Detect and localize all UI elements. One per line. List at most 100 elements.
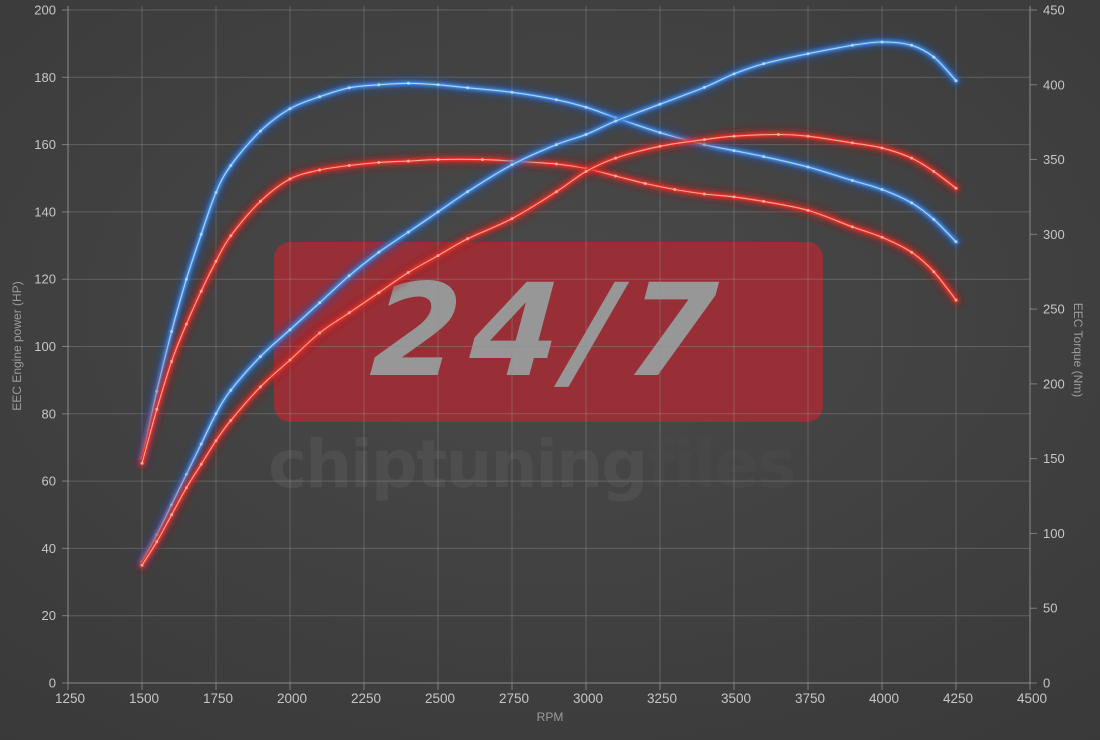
ylabel-right-450: 450 bbox=[1043, 3, 1065, 18]
watermark-brand-tail: files bbox=[646, 426, 796, 503]
marker-torque-tuned bbox=[932, 217, 936, 221]
ylabel-right-50: 50 bbox=[1043, 601, 1057, 616]
marker-torque-original bbox=[436, 158, 440, 162]
marker-power-original bbox=[229, 419, 233, 422]
ylabel-left-40: 40 bbox=[42, 541, 56, 556]
ylabel-right-100: 100 bbox=[1043, 526, 1065, 541]
marker-power-original bbox=[806, 134, 810, 138]
marker-torque-original bbox=[806, 208, 810, 212]
watermark-brand: chiptuningfiles bbox=[268, 430, 828, 499]
ylabel-left-120: 120 bbox=[34, 272, 56, 287]
marker-power-original bbox=[288, 358, 292, 362]
marker-power-tuned bbox=[806, 52, 810, 56]
ylabel-left-200: 200 bbox=[34, 3, 56, 18]
marker-torque-original bbox=[258, 199, 262, 203]
marker-power-original bbox=[776, 133, 780, 136]
marker-power-original bbox=[932, 170, 936, 173]
ylabel-right-400: 400 bbox=[1043, 77, 1065, 92]
marker-power-original bbox=[199, 462, 203, 466]
right-axis-title: EEC Torque (Nm) bbox=[1071, 302, 1085, 398]
marker-torque-original bbox=[910, 250, 914, 254]
ylabel-left-0: 0 bbox=[49, 676, 56, 691]
marker-power-tuned bbox=[932, 55, 936, 59]
marker-power-tuned bbox=[347, 274, 351, 278]
watermark-badge: 24/7 bbox=[274, 242, 823, 422]
marker-torque-original bbox=[932, 270, 936, 274]
ylabel-left-180: 180 bbox=[34, 70, 56, 85]
marker-torque-original bbox=[318, 168, 322, 172]
marker-torque-tuned bbox=[199, 232, 203, 236]
marker-power-tuned bbox=[406, 230, 410, 234]
ylabel-left-80: 80 bbox=[42, 406, 56, 421]
ylabel-right-150: 150 bbox=[1043, 451, 1065, 466]
marker-power-original bbox=[850, 141, 854, 145]
watermark-brand-bold: chiptuning bbox=[268, 426, 648, 503]
marker-power-tuned bbox=[318, 301, 322, 305]
marker-power-original bbox=[436, 254, 440, 258]
xlabel-4000: 4000 bbox=[869, 691, 899, 706]
marker-torque-tuned bbox=[762, 155, 766, 159]
marker-torque-original bbox=[229, 234, 233, 238]
marker-torque-tuned bbox=[554, 98, 558, 102]
marker-power-original bbox=[406, 271, 410, 274]
marker-torque-original bbox=[614, 174, 618, 178]
marker-power-tuned bbox=[850, 43, 854, 47]
marker-power-tuned bbox=[614, 119, 618, 123]
marker-power-tuned bbox=[510, 163, 514, 167]
marker-power-original bbox=[584, 170, 588, 173]
xlabel-2500: 2500 bbox=[425, 691, 455, 706]
marker-torque-original bbox=[155, 407, 159, 411]
marker-power-tuned bbox=[199, 442, 203, 446]
ylabel-right-0: 0 bbox=[1043, 676, 1050, 691]
marker-torque-tuned bbox=[658, 131, 662, 135]
marker-power-tuned bbox=[910, 43, 914, 47]
marker-power-original bbox=[510, 217, 514, 221]
marker-torque-original bbox=[643, 182, 647, 185]
marker-torque-tuned bbox=[229, 164, 233, 167]
marker-torque-original bbox=[199, 289, 203, 293]
ylabel-left-100: 100 bbox=[34, 339, 56, 354]
xlabel-2250: 2250 bbox=[351, 691, 381, 706]
marker-power-tuned bbox=[658, 102, 662, 106]
ylabel-right-350: 350 bbox=[1043, 152, 1065, 167]
marker-power-original bbox=[658, 144, 662, 148]
marker-power-tuned bbox=[954, 79, 958, 83]
marker-torque-tuned bbox=[732, 149, 736, 153]
ylabel-left-140: 140 bbox=[34, 204, 56, 219]
chart-grid bbox=[67, 6, 1031, 684]
xlabel-4250: 4250 bbox=[943, 691, 973, 706]
ylabel-left-60: 60 bbox=[42, 474, 56, 489]
curve-torque-tuned bbox=[135, 76, 963, 466]
xlabel-2000: 2000 bbox=[277, 691, 307, 706]
marker-power-original bbox=[377, 291, 381, 295]
marker-torque-tuned bbox=[466, 86, 470, 90]
marker-torque-original bbox=[954, 298, 958, 302]
marker-torque-original bbox=[762, 199, 766, 203]
marker-torque-tuned bbox=[436, 83, 440, 87]
marker-power-tuned bbox=[288, 328, 292, 332]
ylabel-left-20: 20 bbox=[42, 608, 56, 623]
marker-power-original bbox=[214, 439, 218, 443]
marker-torque-tuned bbox=[258, 129, 262, 133]
marker-torque-tuned bbox=[806, 165, 810, 169]
ylabel-left-160: 160 bbox=[34, 137, 56, 152]
marker-torque-original bbox=[377, 161, 381, 164]
marker-torque-original bbox=[673, 188, 677, 191]
xlabel-2750: 2750 bbox=[499, 691, 529, 706]
marker-power-tuned bbox=[436, 210, 440, 214]
marker-torque-tuned bbox=[406, 81, 410, 85]
ylabel-right-250: 250 bbox=[1043, 302, 1065, 317]
marker-torque-tuned bbox=[850, 179, 854, 182]
xlabel-1250: 1250 bbox=[55, 691, 85, 706]
marker-power-original bbox=[880, 146, 884, 150]
chart-tick-labels: 0 20 40 60 80 100 120 140 160 180 2000 50 100 150 200 2… bbox=[34, 3, 1064, 707]
marker-power-tuned bbox=[880, 40, 884, 44]
marker-power-original bbox=[155, 540, 159, 544]
xlabel-3000: 3000 bbox=[573, 691, 603, 706]
marker-power-tuned bbox=[762, 62, 766, 66]
marker-power-original bbox=[140, 563, 144, 567]
x-axis-title: RPM bbox=[536, 710, 564, 724]
marker-power-original bbox=[954, 186, 958, 190]
